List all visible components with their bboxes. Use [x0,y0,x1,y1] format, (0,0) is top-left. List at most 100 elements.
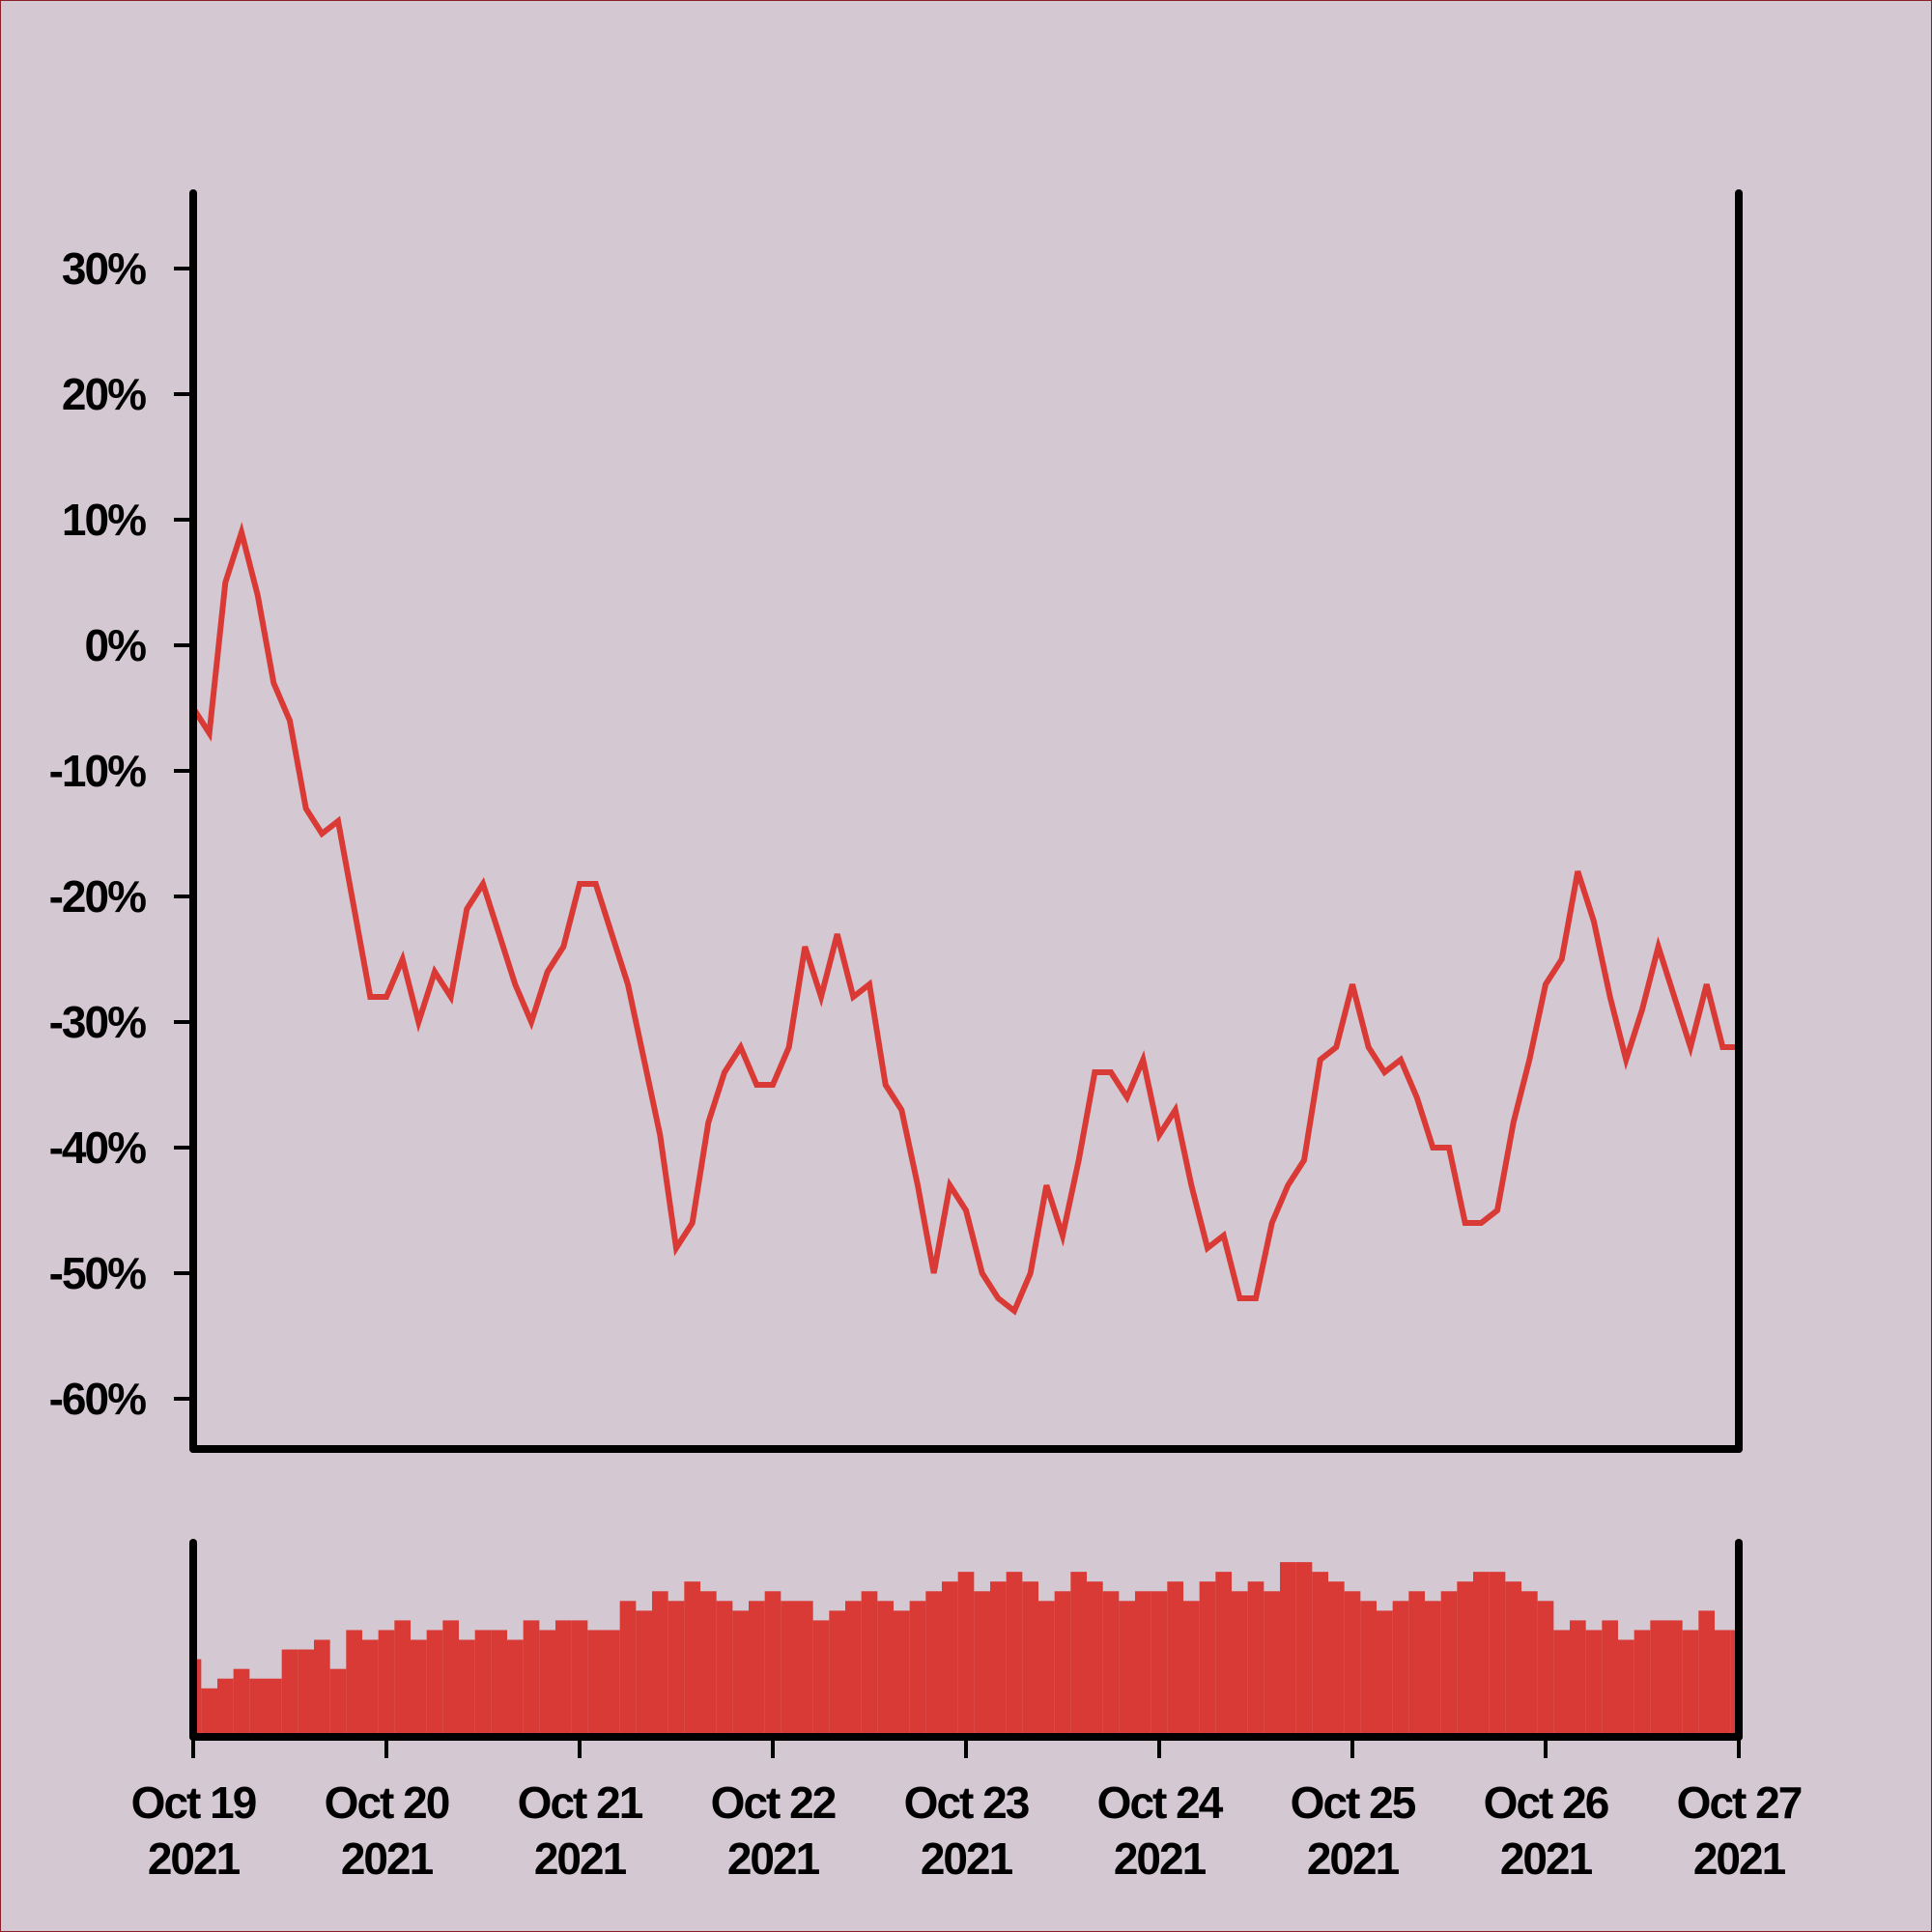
bar [732,1610,749,1737]
bar [845,1601,862,1737]
bar [1344,1591,1361,1737]
bar [442,1620,459,1737]
bar [1022,1581,1038,1737]
bar [1408,1591,1425,1737]
x-tick-label: Oct 26 2021 [1484,1777,1608,1884]
bar [201,1688,217,1737]
bar [1264,1591,1280,1737]
bar [411,1639,427,1737]
x-tick-label: Oct 24 2021 [1097,1777,1224,1884]
bar [1102,1591,1120,1737]
bar [1698,1610,1715,1737]
bar [861,1591,878,1737]
bar [1425,1601,1441,1737]
bar [523,1620,540,1737]
bar [233,1668,250,1737]
x-tick-label: Oct 22 2021 [711,1777,836,1884]
bar [1295,1562,1313,1737]
bar [362,1639,379,1737]
bar [990,1581,1007,1737]
bar [426,1630,443,1737]
x-tick-label: Oct 19 2021 [131,1777,256,1884]
bar [1392,1601,1409,1737]
x-tick-label: Oct 27 2021 [1677,1777,1802,1884]
bar [668,1601,685,1737]
bar [1377,1610,1393,1737]
bar [539,1630,555,1737]
y-tick-label: 20% [62,369,146,419]
bar [474,1630,492,1737]
y-tick-label: -50% [49,1248,146,1298]
bar [1328,1581,1345,1737]
bar [1006,1572,1023,1737]
bar [700,1591,717,1737]
bar [1457,1581,1473,1737]
bar [604,1630,620,1737]
y-tick-label: -60% [49,1374,146,1424]
line [190,522,1739,1316]
bar [346,1630,362,1737]
bar [1553,1630,1570,1737]
bar [1521,1591,1538,1737]
bar [1135,1591,1151,1737]
bar [1312,1572,1328,1737]
bar [507,1639,524,1737]
bar [957,1572,975,1737]
bar [281,1649,298,1737]
y-tick-label: -40% [49,1122,146,1173]
bar [829,1610,845,1737]
bar [619,1601,637,1737]
bar [1215,1572,1232,1737]
bar [571,1620,588,1737]
bar [925,1591,942,1737]
bar [1473,1572,1490,1737]
bar [1167,1581,1183,1737]
bar [1537,1601,1554,1737]
bar [1489,1572,1506,1737]
y-tick-label: -10% [49,746,146,796]
bar [749,1601,765,1737]
bar [1232,1591,1248,1737]
bar [942,1581,958,1737]
bar [1602,1620,1618,1737]
bar [555,1620,572,1737]
bar [1715,1630,1731,1737]
bar [1666,1620,1683,1737]
x-tick-label: Oct 21 2021 [518,1777,643,1884]
bar [1038,1601,1055,1737]
bar [1360,1601,1377,1737]
bar [1183,1601,1200,1737]
bar [1070,1572,1087,1737]
bar [1618,1639,1634,1737]
bar [684,1581,700,1737]
bar [1054,1591,1071,1737]
bar [1570,1620,1586,1737]
bar [193,1659,202,1737]
bar [298,1649,314,1737]
bar [909,1601,926,1737]
bar [636,1610,652,1737]
y-tick-label: 30% [62,243,146,294]
bar [378,1630,395,1737]
bar [1634,1630,1651,1737]
bar [266,1678,282,1737]
bar [781,1601,797,1737]
bar [1151,1591,1168,1737]
x-tick-label: Oct 20 2021 [325,1777,449,1884]
bar [812,1620,830,1737]
x-tick-label: Oct 25 2021 [1291,1777,1416,1884]
bar [894,1610,910,1737]
bar [797,1601,813,1737]
bar [491,1630,507,1737]
bar [974,1591,990,1737]
bar [1440,1591,1458,1737]
bar [1280,1562,1296,1737]
bar [764,1591,781,1737]
bar [1730,1630,1739,1737]
bar [217,1678,234,1737]
y-tick-label: -30% [49,997,146,1047]
bar [314,1639,330,1737]
bar [1650,1620,1666,1737]
